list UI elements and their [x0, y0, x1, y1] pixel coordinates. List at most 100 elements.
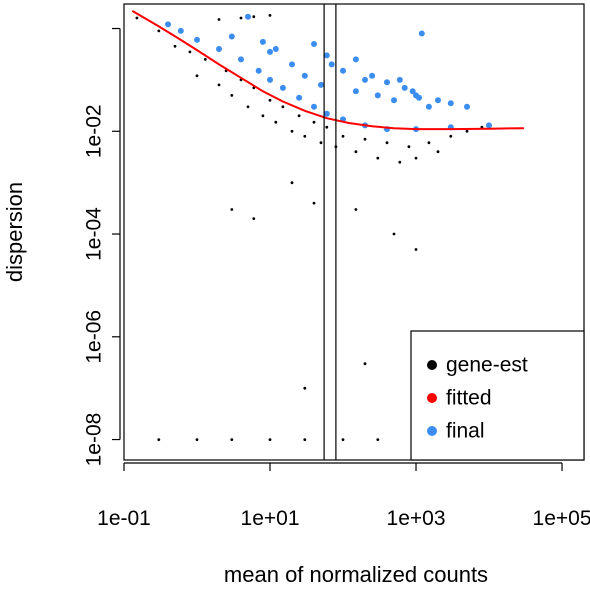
gene-est-point: [246, 105, 250, 109]
gene-est-point: [217, 83, 221, 87]
final-point: [401, 84, 408, 91]
gene-est-point: [268, 98, 272, 102]
y-axis: 1e-08 1e-06 1e-04 1e-02: [83, 27, 121, 467]
final-point: [328, 61, 335, 68]
gene-est-point: [274, 120, 278, 124]
final-point: [318, 81, 324, 88]
gene-est-point: [376, 438, 380, 441]
final-point: [396, 76, 403, 83]
gene-est-point: [252, 15, 256, 19]
gene-est-point: [427, 141, 431, 145]
gene-est-point: [312, 201, 316, 205]
gene-est-point: [465, 129, 469, 133]
legend-box: [410, 330, 585, 461]
gene-est-point: [354, 208, 358, 211]
gene-est-point: [261, 114, 265, 118]
final-point: [323, 110, 330, 117]
legend-label: gene-est: [446, 354, 528, 377]
gene-est-point: [312, 120, 316, 124]
final-point: [245, 13, 251, 20]
gene-est-point: [319, 141, 323, 145]
y-tick-label: 1e-04: [83, 207, 106, 261]
final-point: [464, 103, 470, 110]
final-point: [296, 94, 303, 101]
final-point: [447, 100, 454, 107]
final-point: [374, 92, 381, 99]
final-point: [259, 38, 266, 45]
final-point: [267, 76, 273, 83]
final-point: [409, 88, 416, 95]
gene-est-point: [303, 438, 307, 441]
final-point: [216, 46, 222, 52]
gene-est-point: [230, 438, 234, 441]
final-point: [177, 27, 184, 34]
x-tick-label: 1e-01: [97, 507, 151, 530]
gene-est-point: [303, 134, 307, 138]
final-point: [486, 122, 492, 129]
gene-est-point: [239, 16, 243, 20]
gene-est-point: [398, 160, 402, 164]
gene-est-point: [195, 74, 199, 78]
legend: gene-est fitted final: [410, 330, 585, 461]
gene-est-point: [252, 217, 256, 221]
final-point: [311, 103, 317, 110]
gene-est-point: [392, 232, 396, 236]
gene-est-point: [195, 438, 199, 441]
gene-est-point: [268, 438, 272, 441]
gene-est-point: [436, 150, 440, 154]
legend-label: fitted: [446, 387, 492, 410]
final-point: [369, 72, 376, 79]
final-point: [267, 48, 273, 55]
fitted-curve: [131, 10, 524, 131]
y-tick-label: 1e-08: [83, 413, 106, 467]
gene-est-point: [449, 134, 453, 138]
final-point: [340, 67, 346, 74]
gene-est-point: [217, 18, 221, 21]
y-tick-label: 1e-02: [83, 104, 106, 158]
gene-est-point: [230, 208, 234, 211]
y-tick-label: 1e-06: [83, 310, 106, 364]
reference-lines: [323, 4, 337, 460]
final-point: [323, 52, 330, 59]
final-point: [289, 61, 295, 68]
final-point: [384, 79, 390, 86]
legend-key: [427, 360, 437, 370]
gene-est-point: [290, 181, 294, 185]
x-tick-label: 1e+03: [387, 507, 446, 530]
final-point: [238, 56, 244, 63]
gene-est-point: [173, 44, 177, 48]
x-tick-label: 1e+05: [533, 507, 590, 530]
final-point: [279, 84, 286, 91]
gene-est-point: [135, 16, 139, 20]
final-point: [311, 41, 317, 47]
gene-est-point: [188, 50, 192, 54]
final-point: [418, 30, 425, 37]
x-axis: 1e-01 1e+01 1e+03 1e+05: [97, 462, 590, 530]
gene-est-point: [203, 58, 207, 61]
gene-est-point: [363, 362, 367, 366]
final-point: [362, 76, 368, 83]
gene-est-point: [157, 438, 161, 441]
gene-est-point: [303, 386, 307, 390]
gene-est-point: [297, 114, 301, 118]
gene-est-point: [268, 14, 272, 17]
gene-est-point: [363, 137, 367, 141]
gene-est-point: [414, 248, 418, 251]
gene-est-point: [385, 141, 389, 145]
final-point: [194, 36, 200, 43]
gene-est-point: [325, 125, 329, 129]
final-point: [391, 97, 397, 104]
plot-frame: [123, 3, 585, 461]
final-point: [352, 88, 359, 95]
legend-label: final: [446, 420, 485, 443]
gene-est-point: [230, 94, 234, 97]
gene-est-point: [341, 438, 345, 441]
gene-est-point: [290, 129, 294, 133]
final-point: [301, 72, 308, 79]
y-axis-title: dispersion: [2, 182, 27, 282]
gene-est-point: [354, 150, 358, 154]
gene-est-point: [341, 134, 345, 138]
final-point: [255, 67, 262, 74]
